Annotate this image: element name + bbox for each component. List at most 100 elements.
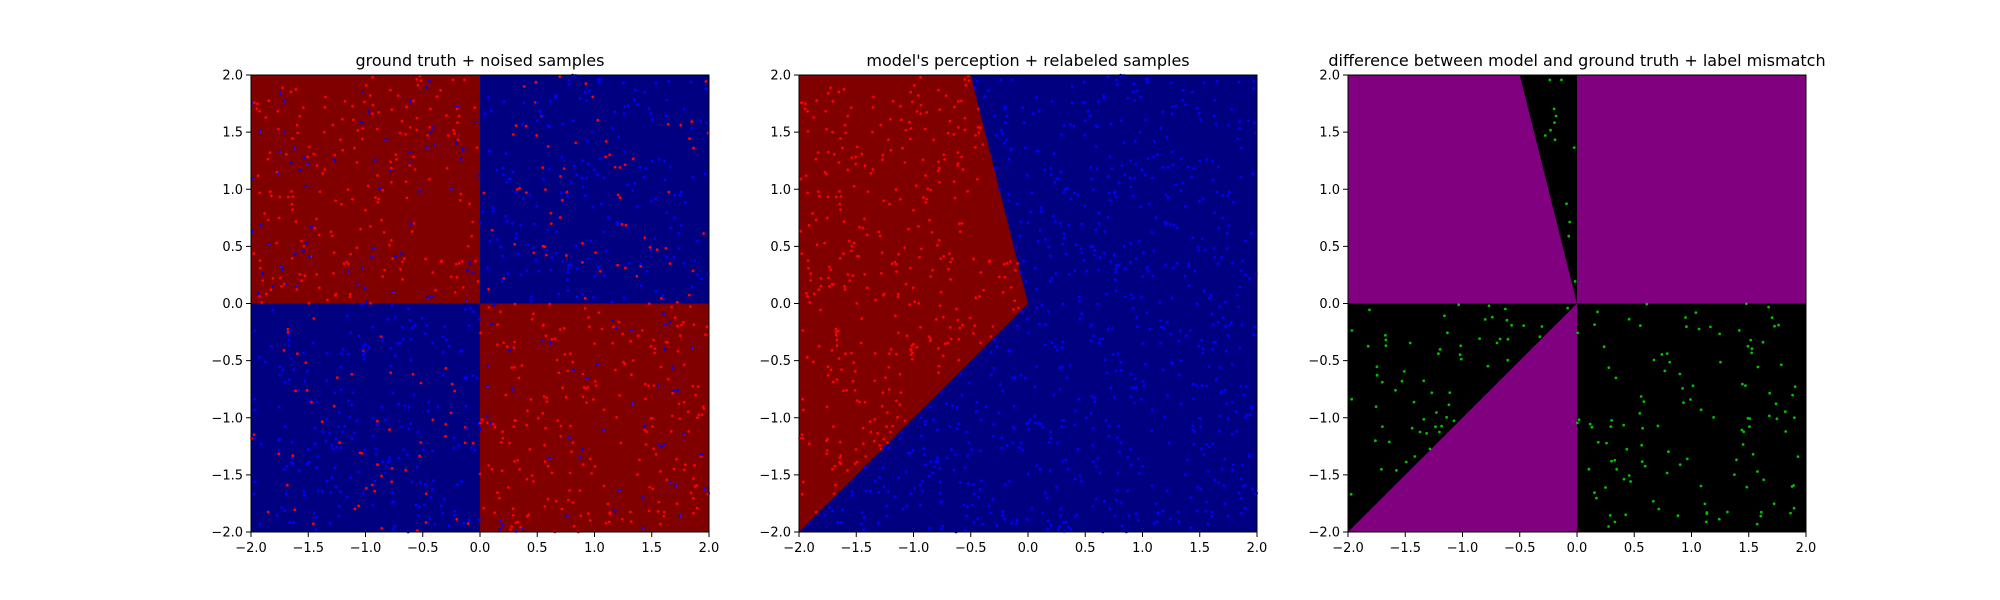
sample-point — [896, 415, 899, 419]
sample-point — [525, 269, 529, 273]
sample-point — [1608, 514, 1612, 517]
sample-point — [391, 391, 395, 395]
x-tick-label: 1.0 — [584, 541, 605, 556]
sample-point — [586, 162, 590, 166]
sample-point — [1080, 312, 1083, 316]
sample-point — [388, 88, 392, 92]
x-tick-label: 0.5 — [1075, 541, 1096, 556]
sample-point — [1430, 391, 1434, 395]
sample-point — [296, 352, 299, 356]
subplot-1: ground truth + noised samples−2.0−2.0−1.… — [211, 51, 719, 556]
sample-point — [581, 463, 585, 466]
sample-point — [1413, 455, 1417, 458]
sample-point — [1709, 325, 1712, 329]
sample-point — [328, 432, 331, 435]
sample-point — [1596, 310, 1599, 314]
sample-point — [467, 324, 471, 327]
sample-point — [1160, 325, 1163, 329]
sample-point — [612, 325, 615, 329]
sample-point — [600, 202, 603, 206]
sample-point — [827, 276, 830, 280]
sample-point — [1540, 325, 1544, 328]
sample-point — [1742, 430, 1746, 434]
sample-point — [1549, 128, 1552, 132]
sample-point — [1251, 487, 1254, 491]
sample-point — [424, 521, 428, 524]
sample-point — [666, 122, 670, 126]
sample-point — [886, 411, 889, 414]
sample-point — [841, 508, 844, 512]
sample-point — [1657, 507, 1661, 511]
sample-point — [900, 431, 904, 434]
sample-point — [1003, 517, 1007, 521]
sample-point — [624, 266, 627, 270]
sample-point — [1447, 403, 1451, 407]
sample-point — [978, 295, 981, 298]
sample-point — [883, 445, 887, 449]
sample-point — [1183, 205, 1187, 208]
sample-point — [1084, 416, 1088, 420]
sample-point — [912, 342, 915, 346]
sample-point — [491, 210, 495, 213]
sample-point — [1070, 85, 1074, 88]
sample-point — [1404, 460, 1408, 464]
sample-point — [1199, 417, 1203, 420]
sample-point — [339, 388, 343, 391]
sample-point — [979, 126, 982, 130]
sample-point — [325, 379, 329, 383]
y-tick-label: −0.5 — [759, 354, 791, 369]
sample-point — [1118, 450, 1121, 454]
sample-point — [598, 270, 602, 273]
sample-point — [911, 286, 915, 290]
sample-point — [288, 520, 292, 524]
sample-point — [1129, 395, 1133, 399]
sample-point — [290, 190, 293, 193]
sample-point — [1789, 511, 1792, 515]
sample-point — [360, 303, 364, 307]
sample-point — [1428, 447, 1432, 451]
sample-point — [815, 99, 819, 103]
sample-point — [416, 529, 419, 532]
sample-point — [922, 196, 925, 199]
sample-point — [831, 509, 835, 512]
sample-point — [1059, 514, 1063, 517]
sample-point — [1003, 105, 1007, 108]
sample-point — [1053, 345, 1057, 349]
sample-point — [505, 220, 509, 224]
sample-point — [676, 388, 679, 392]
sample-point — [379, 335, 383, 338]
y-tick-label: 1.5 — [770, 126, 791, 141]
sample-point — [1000, 128, 1003, 132]
sample-point — [389, 371, 392, 375]
sample-point — [929, 188, 932, 192]
sample-point — [453, 510, 456, 513]
sample-point — [622, 81, 625, 84]
sample-point — [395, 158, 398, 161]
sample-point — [1109, 260, 1112, 263]
sample-point — [1013, 376, 1017, 380]
sample-point — [1062, 521, 1066, 525]
sample-point — [664, 246, 668, 250]
sample-point — [529, 295, 533, 299]
sample-point — [485, 385, 489, 389]
sample-point — [949, 278, 952, 281]
sample-point — [879, 123, 883, 127]
sample-point — [1593, 491, 1596, 495]
sample-point — [462, 521, 465, 525]
sample-point — [390, 166, 393, 170]
sample-point — [380, 218, 383, 222]
sample-point — [1120, 524, 1124, 528]
sample-point — [939, 290, 943, 294]
sample-point — [850, 490, 854, 493]
sample-point — [1041, 511, 1045, 515]
sample-point — [987, 504, 991, 508]
sample-point — [400, 326, 404, 329]
sample-point — [465, 427, 468, 431]
sample-point — [290, 440, 294, 444]
sample-point — [1129, 448, 1132, 451]
sample-point — [1408, 341, 1412, 345]
sample-point — [470, 234, 474, 238]
sample-point — [381, 275, 385, 278]
sample-point — [801, 329, 805, 332]
sample-point — [444, 366, 448, 370]
